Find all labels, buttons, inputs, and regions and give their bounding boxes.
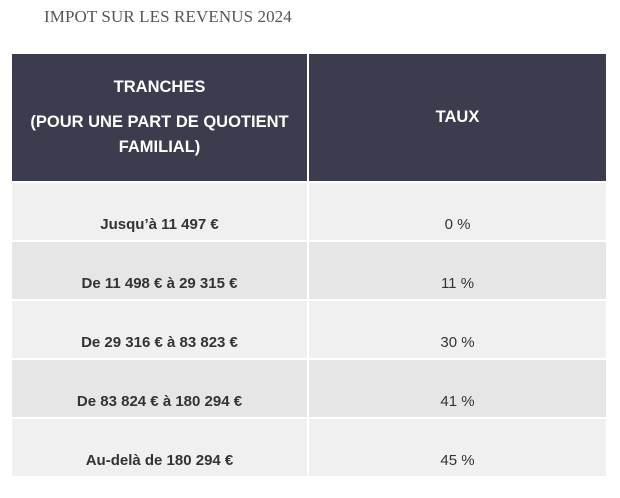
table-header-row: TRANCHES (POUR UNE PART DE QUOTIENT FAMI… <box>12 54 606 181</box>
tranche-cell: De 29 316 € à 83 823 € <box>12 301 309 358</box>
table-row: De 11 498 € à 29 315 € 11 % <box>12 240 606 299</box>
header-taux: TAUX <box>435 108 480 126</box>
tranche-cell: De 83 824 € à 180 294 € <box>12 360 309 417</box>
table-row: Au-delà de 180 294 € 45 % <box>12 417 606 476</box>
taux-cell: 11 % <box>440 275 475 292</box>
taux-cell: 0 % <box>444 216 471 233</box>
taux-cell: 41 % <box>440 393 475 410</box>
tranche-cell: De 11 498 € à 29 315 € <box>12 242 309 299</box>
page-title: IMPOT SUR LES REVENUS 2024 <box>44 7 292 26</box>
header-tranches-sublabel: (POUR UNE PART DE QUOTIENT FAMILIAL) <box>30 112 289 156</box>
tranche-cell: Au-delà de 180 294 € <box>12 419 309 476</box>
tranche-cell: Jusqu’à 11 497 € <box>12 183 309 240</box>
header-tranches: TRANCHES (POUR UNE PART DE QUOTIENT FAMI… <box>12 54 309 181</box>
taux-cell: 30 % <box>440 334 475 351</box>
table-row: De 29 316 € à 83 823 € 30 % <box>12 299 606 358</box>
header-tranches-label: TRANCHES <box>113 78 206 97</box>
tax-bracket-table: TRANCHES (POUR UNE PART DE QUOTIENT FAMI… <box>12 54 606 476</box>
taux-cell: 45 % <box>440 452 475 469</box>
table-row: Jusqu’à 11 497 € 0 % <box>12 181 606 240</box>
table-row: De 83 824 € à 180 294 € 41 % <box>12 358 606 417</box>
